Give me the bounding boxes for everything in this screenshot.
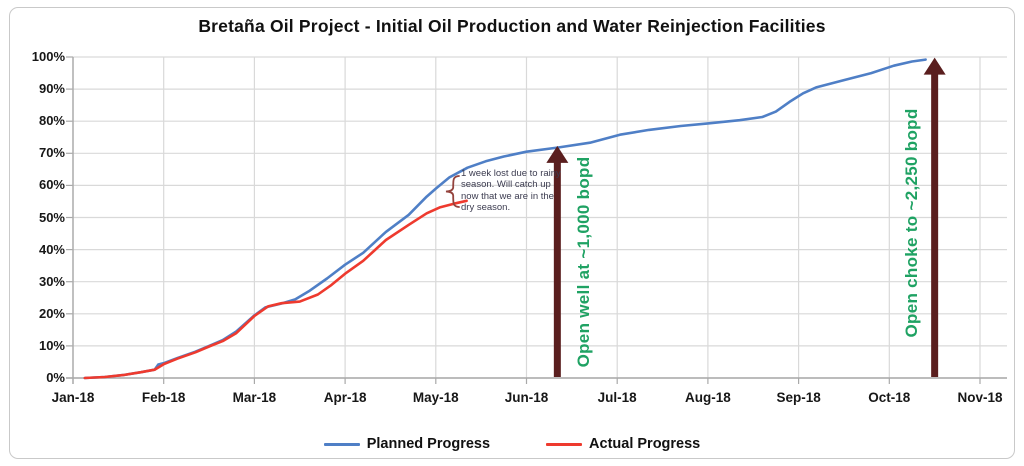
x-axis-label: Jan-18	[51, 390, 95, 405]
milestone-arrow-shaft	[931, 72, 939, 377]
x-axis-label: Mar-18	[232, 390, 277, 405]
actual-line-swatch	[546, 442, 583, 446]
y-axis-label: 20%	[38, 305, 65, 321]
x-axis-label: Apr-18	[323, 390, 367, 405]
milestone-arrow-head	[923, 57, 946, 75]
x-axis-label: Sep-18	[776, 390, 821, 405]
y-axis-label: 30%	[38, 273, 65, 289]
y-axis-label: 70%	[38, 145, 65, 161]
milestone-arrow-head	[546, 145, 569, 163]
annotation-brace	[445, 175, 460, 208]
legend-item-planned[interactable]: Planned Progress	[323, 436, 491, 452]
x-axis-label: Oct-18	[868, 390, 911, 405]
milestone-label-open-well: Open well at ~1,000 bopd	[574, 156, 594, 368]
milestone-label-open-choke: Open choke to ~2,250 bopd	[901, 108, 921, 338]
x-axis-label: Jun-18	[504, 390, 549, 405]
x-axis-label: Feb-18	[141, 390, 186, 405]
chart-title: Bretaña Oil Project - Initial Oil Produc…	[198, 16, 826, 36]
x-axis-label: Aug-18	[685, 390, 731, 405]
y-axis-label: 100%	[31, 49, 65, 64]
delay-annotation-note: 1 week lost due to rainy season. Will ca…	[461, 168, 561, 214]
x-axis-label: Jul-18	[597, 390, 637, 405]
y-axis-label: 10%	[38, 337, 65, 353]
x-axis-label: May-18	[412, 390, 459, 405]
milestone-arrow-shaft	[553, 160, 561, 377]
legend-label-actual: Actual Progress	[589, 436, 701, 452]
legend-label-planned: Planned Progress	[366, 436, 491, 452]
y-axis-label: 50%	[38, 209, 65, 225]
chart-legend: Planned Progress Actual Progress	[0, 436, 1024, 452]
planned-progress-line	[83, 58, 927, 380]
actual-progress-line	[83, 199, 468, 380]
y-axis-label: 80%	[38, 113, 65, 129]
y-axis-label: 90%	[38, 81, 65, 97]
x-axis-label: Nov-18	[957, 390, 1003, 405]
legend-item-actual[interactable]: Actual Progress	[546, 436, 700, 452]
y-axis-label: 0%	[46, 370, 65, 385]
y-axis-label: 40%	[38, 241, 65, 257]
planned-line-swatch	[323, 442, 360, 446]
y-axis-label: 60%	[38, 177, 65, 193]
